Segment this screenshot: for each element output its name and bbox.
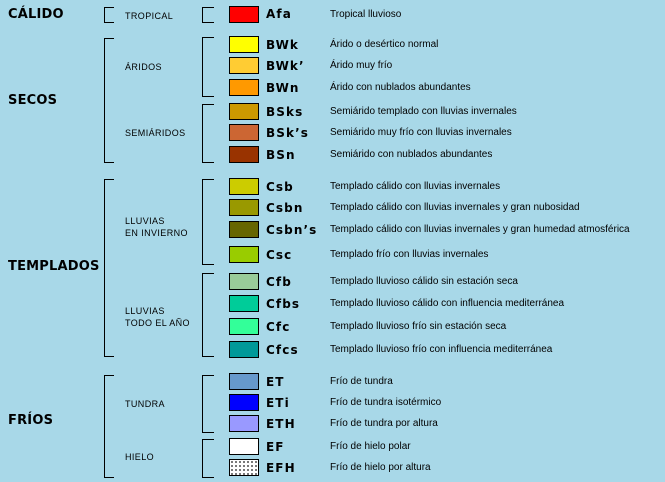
code-csb: Csb [266, 180, 294, 194]
bracket-frios [104, 375, 114, 478]
group-frios: FRÍOS [8, 413, 54, 428]
desc-efh: Frío de hielo por altura [330, 462, 431, 473]
swatch-csbn [229, 199, 259, 216]
desc-bwk-prime: Árido muy frío [330, 60, 393, 71]
code-ef: EF [266, 440, 285, 454]
code-cfbs: Cfbs [266, 297, 301, 311]
subgroup-lluvias-invierno-line2: EN INVIERNO [125, 228, 188, 238]
bracket-aridos [202, 37, 214, 97]
subgroup-hielo: HIELO [125, 452, 155, 462]
bracket-tundra [202, 375, 214, 433]
group-calido: CÁLIDO [8, 7, 64, 22]
code-csbn-prime-s: Csbn’s [266, 223, 318, 237]
code-bsks: BSks [266, 105, 304, 119]
bracket-semiaridos [202, 104, 214, 163]
bracket-lluvias-todo [202, 273, 214, 357]
subgroup-semiaridos: SEMIÁRIDOS [125, 128, 186, 138]
bracket-lluvias-invierno [202, 179, 214, 265]
swatch-cfc [229, 318, 259, 335]
subgroup-lluvias-invierno: LLUVIAS EN INVIERNO [125, 215, 188, 239]
subgroup-tropical: TROPICAL [125, 11, 174, 21]
desc-bwk: Árido o desértico normal [330, 39, 439, 50]
subgroup-tundra: TUNDRA [125, 399, 165, 409]
swatch-eti [229, 394, 259, 411]
desc-csbn-prime-s: Templado cálido con lluvias invernales y… [330, 224, 630, 235]
code-et: ET [266, 375, 285, 389]
code-csbn: Csbn [266, 201, 304, 215]
subgroup-aridos: ÁRIDOS [125, 62, 162, 72]
swatch-csb [229, 178, 259, 195]
swatch-bwk-prime [229, 57, 259, 74]
desc-bsn: Semiárido con nublados abundantes [330, 149, 493, 160]
swatch-cfbs [229, 295, 259, 312]
swatch-ef [229, 438, 259, 455]
swatch-bwk [229, 36, 259, 53]
code-bsn: BSn [266, 148, 296, 162]
code-efh: EFH [266, 461, 296, 475]
desc-bsk-prime-s: Semiárido muy frío con lluvias invernale… [330, 127, 512, 138]
code-eth: ETH [266, 417, 296, 431]
swatch-afa [229, 6, 259, 23]
desc-cfb: Templado lluvioso cálido sin estación se… [330, 276, 518, 287]
desc-ef: Frío de hielo polar [330, 441, 411, 452]
code-bwn: BWn [266, 81, 300, 95]
desc-bsks: Semiárido templado con lluvias invernale… [330, 106, 517, 117]
code-bsk-prime-s: BSk’s [266, 126, 309, 140]
desc-eti: Frío de tundra isotérmico [330, 397, 442, 408]
subgroup-lluvias-todo: LLUVIAS TODO EL AÑO [125, 305, 190, 329]
desc-csbn: Templado cálido con lluvias invernales y… [330, 202, 580, 213]
desc-bwn: Árido con nublados abundantes [330, 82, 471, 93]
swatch-bwn [229, 79, 259, 96]
code-cfc: Cfc [266, 320, 291, 334]
desc-et: Frío de tundra [330, 376, 393, 387]
desc-csc: Templado frío con lluvias invernales [330, 249, 489, 260]
desc-cfc: Templado lluvioso frío sin estación seca [330, 321, 507, 332]
subgroup-lluvias-invierno-line1: LLUVIAS [125, 216, 165, 226]
swatch-bsn [229, 146, 259, 163]
swatch-cfb [229, 273, 259, 290]
swatch-cfcs [229, 341, 259, 358]
bracket-calido [104, 7, 114, 23]
code-eti: ETi [266, 396, 290, 410]
code-csc: Csc [266, 248, 293, 262]
swatch-et [229, 373, 259, 390]
desc-eth: Frío de tundra por altura [330, 418, 438, 429]
bracket-templados [104, 179, 114, 357]
code-cfb: Cfb [266, 275, 292, 289]
code-cfcs: Cfcs [266, 343, 299, 357]
desc-cfbs: Templado lluvioso cálido con influencia … [330, 298, 565, 309]
desc-afa: Tropical lluvioso [330, 9, 402, 20]
swatch-efh [229, 459, 259, 476]
swatch-eth [229, 415, 259, 432]
desc-csb: Templado cálido con lluvias invernales [330, 181, 501, 192]
swatch-csc [229, 246, 259, 263]
desc-cfcs: Templado lluvioso frío con influencia me… [330, 344, 553, 355]
bracket-hielo [202, 439, 214, 478]
code-afa: Afa [266, 7, 292, 21]
code-bwk-prime: BWk’ [266, 59, 305, 73]
swatch-bsk-prime-s [229, 124, 259, 141]
group-secos: SECOS [8, 93, 58, 108]
subgroup-lluvias-todo-line1: LLUVIAS [125, 306, 165, 316]
bracket-tropical [202, 7, 214, 23]
swatch-bsks [229, 103, 259, 120]
bracket-secos [104, 38, 114, 163]
group-templados: TEMPLADOS [8, 259, 100, 274]
code-bwk: BWk [266, 38, 300, 52]
swatch-csbn-prime-s [229, 221, 259, 238]
subgroup-lluvias-todo-line2: TODO EL AÑO [125, 318, 190, 328]
